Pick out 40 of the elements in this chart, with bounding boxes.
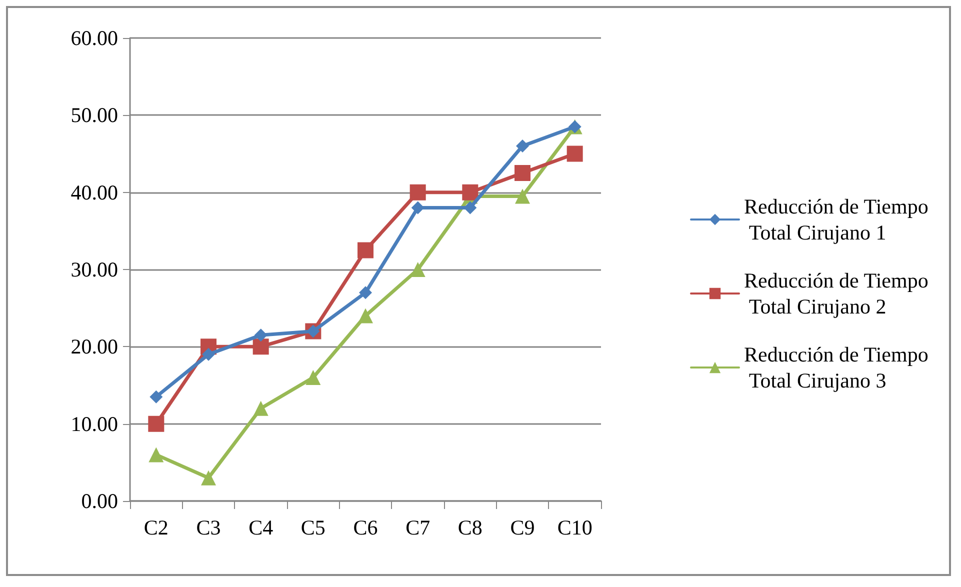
x-tick-label: C2 [144,516,168,540]
point [253,400,268,416]
x-tick-label: C6 [353,516,378,540]
y-tick-label: 30.00 [70,258,118,282]
point [148,416,164,432]
point [515,188,530,204]
y-tick-label: 0.00 [81,489,118,513]
x-tick-label: C9 [510,516,535,540]
point [462,184,478,200]
x-tick-label: C5 [300,516,326,540]
point [516,140,529,153]
point [148,447,164,462]
point [254,328,268,342]
point [252,338,269,355]
x-tick-label: C8 [458,516,482,540]
point [411,201,424,214]
point [150,390,163,404]
point [202,348,215,361]
point [410,262,426,277]
y-tick-label: 20.00 [70,334,118,359]
x-tick-label: C3 [196,516,221,540]
legend-label: Reducción de Tiempo Total Cirujano 3 [744,342,928,392]
x-tick-label: C4 [248,516,274,540]
point [514,165,530,182]
y-tick-label: 60.00 [70,26,118,50]
point [410,184,426,200]
legend-label: Reducción de Tiempo Total Cirujano 1 [744,194,928,244]
point [359,286,372,300]
point [566,146,583,162]
y-tick-label: 40.00 [70,180,118,204]
y-tick-label: 50.00 [70,103,118,128]
y-tick-label: 10.00 [70,412,118,436]
x-tick-label: C10 [557,516,592,540]
point [306,370,321,386]
point [358,308,373,324]
point [464,201,477,214]
point [201,470,216,486]
point [358,242,374,258]
x-tick-label: C7 [406,516,430,540]
legend-label: Reducción de Tiempo Total Cirujano 2 [744,268,928,318]
